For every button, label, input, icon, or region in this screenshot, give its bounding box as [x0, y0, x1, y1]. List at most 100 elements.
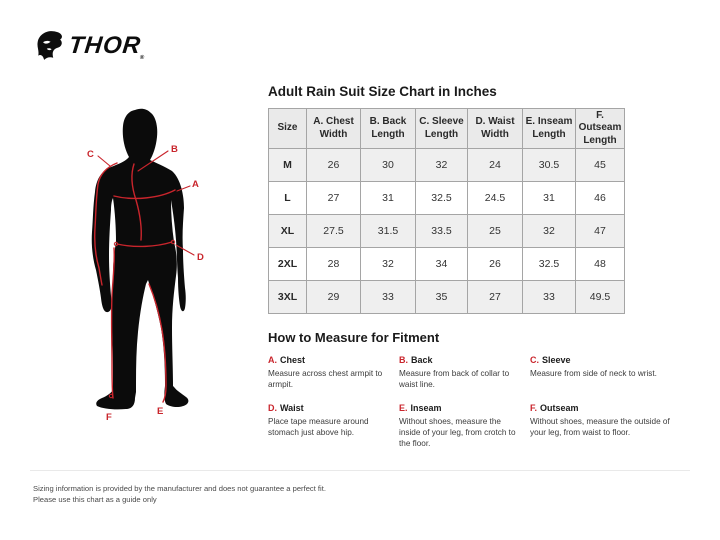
back-measure-line: [131, 163, 142, 241]
value-cell: 26: [306, 148, 361, 182]
column-header-inseam: E. Inseam Length: [522, 108, 576, 149]
value-cell: 31: [360, 181, 416, 215]
body-silhouette: [91, 108, 189, 410]
measure-item-heading: F. Outseam: [530, 403, 670, 413]
header-line: Width: [319, 128, 348, 140]
measure-guide-title: How to Measure for Fitment: [268, 330, 440, 345]
measure-item-heading: A. Chest: [268, 355, 389, 365]
table-row-2xl: 2XL 28 32 34 26 32.5 48: [268, 247, 625, 281]
value-cell: 29: [306, 280, 361, 314]
measure-item-back: B. Back Measure from back of collar to wa…: [399, 355, 520, 390]
waist-line-right-knob: [170, 239, 176, 245]
value-cell: 49.5: [575, 280, 625, 314]
value-cell: 45: [575, 148, 625, 182]
chest-label-leader: [176, 185, 191, 192]
value-cell: 32.5: [522, 247, 576, 281]
waist-line-left-knob: [113, 241, 119, 247]
value-cell: 28: [306, 247, 361, 281]
back-label-leader: [137, 150, 169, 172]
value-cell: 24.5: [467, 181, 523, 215]
header-line: Length: [532, 128, 566, 140]
page-title: Adult Rain Suit Size Chart in Inches: [268, 84, 497, 99]
column-header-sleeve: C. Sleeve Length: [415, 108, 468, 149]
value-cell: 27.5: [306, 214, 361, 248]
measure-item-inseam: E. Inseam Without shoes, measure the insi…: [399, 403, 520, 449]
trademark-symbol: ®: [139, 55, 146, 61]
value-cell: 33: [360, 280, 416, 314]
header-line: Length: [583, 134, 617, 146]
table-row-xl: XL 27.5 31.5 33.5 25 32 47: [268, 214, 625, 248]
brand-logo: THOR®: [35, 30, 146, 62]
table-row-3xl: 3XL 29 33 35 27 33 49.5: [268, 280, 625, 314]
size-cell: 3XL: [268, 280, 307, 314]
measure-item-heading: C. Sleeve: [530, 355, 670, 365]
measure-guide-grid: A. Chest Measure across chest armpit to a…: [268, 355, 670, 449]
waist-label-leader: [175, 244, 195, 256]
measure-description: Place tape measure around stomach just a…: [268, 417, 369, 438]
thor-helmet-icon: [37, 31, 62, 60]
outseam-label: F: [106, 412, 112, 423]
header-line: E. Inseam: [525, 116, 573, 127]
measure-description: Measure across chest armpit to armpit.: [268, 369, 383, 390]
header-line: Width: [481, 128, 509, 140]
value-cell: 34: [415, 247, 468, 281]
measure-name: Sleeve: [542, 355, 571, 365]
column-header-size: Size: [268, 108, 307, 149]
value-cell: 30: [360, 148, 416, 182]
header-line: Length: [371, 128, 405, 140]
column-header-waist: D. Waist Width: [467, 108, 523, 149]
brand-logo-text: THOR®: [68, 32, 148, 61]
measure-item-chest: A. Chest Measure across chest armpit to a…: [268, 355, 389, 390]
value-cell: 26: [467, 247, 523, 281]
measure-letter: B.: [399, 355, 408, 365]
header-line: F. Outseam: [578, 109, 622, 134]
measure-letter: A.: [268, 355, 277, 365]
back-label: B: [171, 144, 178, 155]
inseam-label: E: [157, 406, 163, 417]
value-cell: 46: [575, 181, 625, 215]
measure-item-heading: B. Back: [399, 355, 520, 365]
chest-measure-line: [113, 189, 176, 200]
measure-item-sleeve: C. Sleeve Measure from side of neck to wr…: [530, 355, 670, 390]
size-chart-table: Size A. Chest Width B. Back Length C. Slee…: [268, 108, 625, 314]
size-cell: XL: [268, 214, 307, 248]
measure-name: Back: [411, 355, 433, 365]
value-cell: 32: [522, 214, 576, 248]
outseam-measure-line: [110, 247, 115, 399]
measure-item-heading: E. Inseam: [399, 403, 520, 413]
value-cell: 33: [522, 280, 576, 314]
measure-letter: F.: [530, 403, 538, 414]
size-cell: 2XL: [268, 247, 307, 281]
content-column: Adult Rain Suit Size Chart in Inches Siz…: [268, 84, 670, 449]
body-figure-svg: C B A D E F: [87, 108, 204, 423]
value-cell: 35: [415, 280, 468, 314]
value-cell: 33.5: [415, 214, 468, 248]
table-row-m: M 26 30 32 24 30.5 45: [268, 148, 625, 182]
disclaimer: Sizing information is provided by the ma…: [33, 483, 326, 506]
value-cell: 27: [467, 280, 523, 314]
header-line: Size: [277, 122, 298, 134]
value-cell: 25: [467, 214, 523, 248]
measure-name: Chest: [280, 355, 306, 365]
disclaimer-line-2: Please use this chart as a guide only: [33, 495, 157, 505]
value-cell: 32: [360, 247, 416, 281]
measure-description: Without shoes, measure the outside of yo…: [530, 417, 670, 438]
waist-label: D: [197, 252, 204, 263]
waist-measure-line: [116, 241, 173, 248]
measure-letter: E.: [399, 403, 408, 414]
sleeve-label: C: [87, 149, 94, 160]
footer-divider: [30, 470, 690, 471]
measure-item-waist: D. Waist Place tape measure around stomac…: [268, 403, 389, 449]
header-line: Length: [424, 128, 459, 140]
measure-letter: C.: [530, 355, 539, 365]
header-line: C. Sleeve: [419, 116, 464, 127]
value-cell: 31.5: [360, 214, 416, 248]
measurement-diagram: C B A D E F: [75, 100, 215, 435]
header-line: A. Chest: [313, 116, 354, 127]
header-line: D. Waist: [475, 116, 515, 127]
measure-description: Measure from side of neck to wrist.: [530, 369, 657, 378]
size-cell: L: [268, 181, 307, 215]
inseam-measure-line: [148, 283, 167, 403]
value-cell: 24: [467, 148, 523, 182]
